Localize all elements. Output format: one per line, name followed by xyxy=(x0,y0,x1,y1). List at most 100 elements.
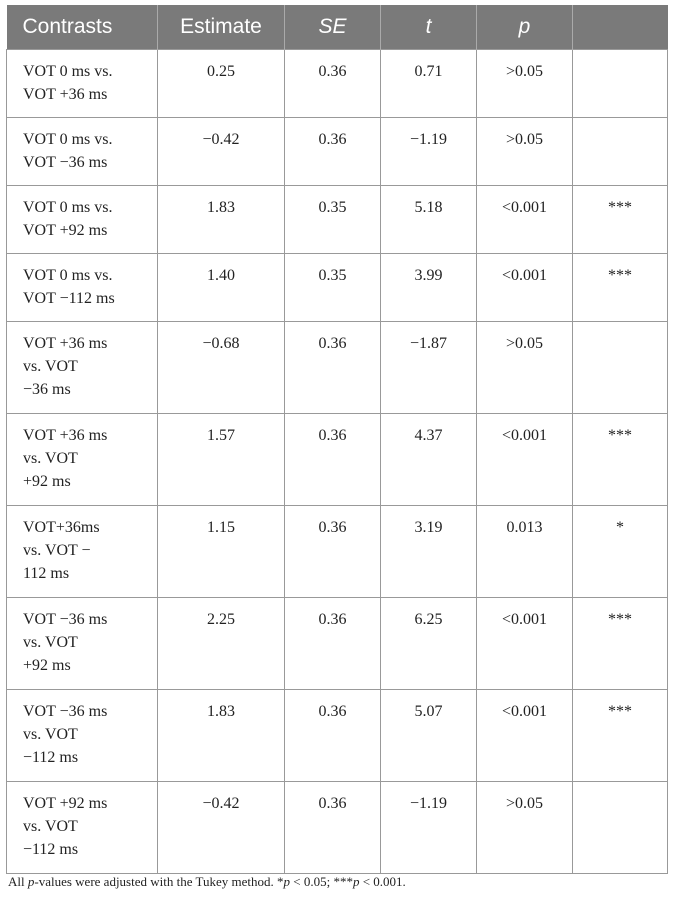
table-cell: 0.013 xyxy=(476,505,573,598)
table-cell: 5.18 xyxy=(380,185,477,254)
cell-line: VOT −36 ms xyxy=(23,703,108,720)
table-cell: 0.35 xyxy=(284,185,381,254)
table-cell: 1.40 xyxy=(157,253,285,322)
table-cell: 3.19 xyxy=(380,505,477,598)
table-row: VOT −36 ms vs. VOT +92 ms 2.25 0.36 6.25 <0.00… xyxy=(6,597,668,690)
cell-line: +92 ms xyxy=(23,473,71,490)
table-cell: 3.99 xyxy=(380,253,477,322)
cell-line: −112 ms xyxy=(23,841,79,858)
header-cell: Contrasts xyxy=(6,5,158,50)
cell-line: vs. VOT xyxy=(23,726,78,743)
contrast-cell: VOT 0 ms vs. VOT +92 ms xyxy=(6,185,158,254)
table-cell: *** xyxy=(572,689,668,782)
cell-line: VOT 0 ms vs. xyxy=(23,199,113,216)
cell-line: VOT +92 ms xyxy=(23,222,108,239)
table-cell: 4.37 xyxy=(380,413,477,506)
cell-line: VOT 0 ms vs. xyxy=(23,267,113,284)
table-row: VOT +36 ms vs. VOT +92 ms 1.57 0.36 4.37 <0.00… xyxy=(6,413,668,506)
header-row: Contrasts Estimate SE t p xyxy=(6,5,668,50)
table-cell: >0.05 xyxy=(476,117,573,186)
table-cell: 1.83 xyxy=(157,185,285,254)
table-cell: 0.36 xyxy=(284,49,381,118)
table-cell: 0.36 xyxy=(284,117,381,186)
cell-line: 112 ms xyxy=(23,565,70,582)
table-cell: −1.87 xyxy=(380,321,477,414)
table-cell: 0.36 xyxy=(284,689,381,782)
table-cell: −1.19 xyxy=(380,117,477,186)
header-cell xyxy=(572,5,668,50)
table-cell: 1.83 xyxy=(157,689,285,782)
table-cell: <0.001 xyxy=(476,597,573,690)
table-cell: −0.42 xyxy=(157,781,285,874)
cell-line: VOT+36ms xyxy=(23,519,100,536)
footnote-part: All xyxy=(8,874,28,889)
table-cell: *** xyxy=(572,413,668,506)
footnote-part: < 0.001. xyxy=(359,874,406,889)
table-cell: 6.25 xyxy=(380,597,477,690)
footnote-part: -values were adjusted with the Tukey met… xyxy=(34,874,284,889)
table-cell: 0.35 xyxy=(284,253,381,322)
table-cell: 0.36 xyxy=(284,781,381,874)
table-cell: *** xyxy=(572,597,668,690)
table-cell: 0.36 xyxy=(284,597,381,690)
table-row: VOT +92 ms vs. VOT −112 ms −0.42 0.36 −1.19 >0… xyxy=(6,781,668,874)
cell-line: −36 ms xyxy=(23,381,71,398)
table-row: VOT 0 ms vs. VOT +36 ms 0.25 0.36 0.71 >0.05 xyxy=(6,49,668,118)
table-cell: 5.07 xyxy=(380,689,477,782)
data-table: Contrasts Estimate SE t p VOT 0 ms vs. VOT +3… xyxy=(6,5,668,874)
cell-line: +92 ms xyxy=(23,657,71,674)
table-cell: <0.001 xyxy=(476,185,573,254)
header-cell: t xyxy=(380,5,477,50)
table-cell: *** xyxy=(572,253,668,322)
table-cell xyxy=(572,781,668,874)
table-row: VOT −36 ms vs. VOT −112 ms 1.83 0.36 5.07 <0.0… xyxy=(6,689,668,782)
cell-line: VOT 0 ms vs. xyxy=(23,131,113,148)
table-cell: <0.001 xyxy=(476,689,573,782)
table-row: VOT +36 ms vs. VOT −36 ms −0.68 0.36 −1.87 >0.… xyxy=(6,321,668,414)
contrast-cell: VOT −36 ms vs. VOT +92 ms xyxy=(6,597,158,690)
header-cell: p xyxy=(476,5,573,50)
table-cell: 1.15 xyxy=(157,505,285,598)
contrast-cell: VOT+36ms vs. VOT − 112 ms xyxy=(6,505,158,598)
contrast-cell: VOT +92 ms vs. VOT −112 ms xyxy=(6,781,158,874)
table-cell: >0.05 xyxy=(476,781,573,874)
cell-line: VOT +36 ms xyxy=(23,427,108,444)
cell-line: VOT −36 ms xyxy=(23,611,108,628)
table-cell: * xyxy=(572,505,668,598)
header-cell: SE xyxy=(284,5,381,50)
table-cell xyxy=(572,49,668,118)
footnote: All p-values were adjusted with the Tuke… xyxy=(8,874,406,890)
cell-line: VOT −112 ms xyxy=(23,290,115,307)
table-cell: 0.36 xyxy=(284,413,381,506)
cell-line: VOT −36 ms xyxy=(23,154,108,171)
table-cell: −0.68 xyxy=(157,321,285,414)
cell-line: VOT +92 ms xyxy=(23,795,108,812)
cell-line: VOT +36 ms xyxy=(23,335,108,352)
contrast-cell: VOT +36 ms vs. VOT +92 ms xyxy=(6,413,158,506)
footnote-part: p xyxy=(27,874,35,889)
table-cell: 1.57 xyxy=(157,413,285,506)
table-cell: >0.05 xyxy=(476,49,573,118)
table-row: VOT+36ms vs. VOT − 112 ms 1.15 0.36 3.19 0.013… xyxy=(6,505,668,598)
table-cell: <0.001 xyxy=(476,253,573,322)
footnote-part: p xyxy=(352,874,360,889)
contrast-cell: VOT 0 ms vs. VOT −112 ms xyxy=(6,253,158,322)
cell-line: vs. VOT xyxy=(23,634,78,651)
table-cell: <0.001 xyxy=(476,413,573,506)
contrast-cell: VOT −36 ms vs. VOT −112 ms xyxy=(6,689,158,782)
table-cell: >0.05 xyxy=(476,321,573,414)
footnote-part: < 0.05; *** xyxy=(290,874,353,889)
cell-line: vs. VOT xyxy=(23,818,78,835)
table-cell: 0.36 xyxy=(284,321,381,414)
table-row: VOT 0 ms vs. VOT +92 ms 1.83 0.35 5.18 <0.001… xyxy=(6,185,668,254)
cell-line: vs. VOT xyxy=(23,450,78,467)
table-cell: 0.25 xyxy=(157,49,285,118)
cell-line: VOT 0 ms vs. xyxy=(23,63,113,80)
table-cell: *** xyxy=(572,185,668,254)
table-cell: −1.19 xyxy=(380,781,477,874)
table-row: VOT 0 ms vs. VOT −112 ms 1.40 0.35 3.99 <0.00… xyxy=(6,253,668,322)
table-cell xyxy=(572,117,668,186)
cell-line: −112 ms xyxy=(23,749,79,766)
contrast-cell: VOT 0 ms vs. VOT −36 ms xyxy=(6,117,158,186)
